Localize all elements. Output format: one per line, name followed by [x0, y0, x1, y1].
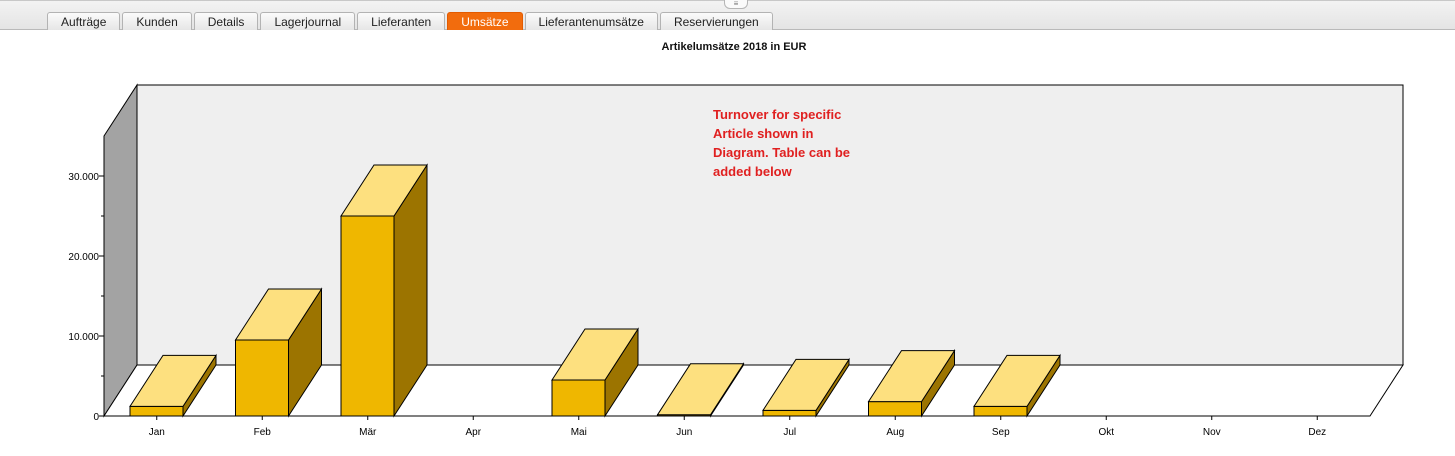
x-tick-label: Okt: [1098, 427, 1114, 438]
y-tick-label: 20.000: [68, 252, 99, 263]
tab-list: Aufträge Kunden Details Lagerjournal Liefera…: [47, 12, 775, 31]
revenue-chart: Artikelumsätze 2018 in EUR 0 10.000 20.000…: [68, 41, 1404, 438]
bar-sep: [973, 353, 1061, 418]
x-tick-label: Feb: [254, 427, 272, 438]
drag-handle-icon[interactable]: ≡: [724, 0, 748, 9]
tab-umsätze[interactable]: Umsätze: [447, 12, 523, 30]
bar-top: [762, 358, 850, 411]
y-axis: 0 10.000 20.000 30.000: [68, 136, 105, 423]
tab-details[interactable]: Details: [193, 12, 259, 30]
x-tick-label: Jul: [783, 427, 796, 438]
bar-aug: [867, 348, 956, 418]
annotation-note: Turnover for specific Article shown in Dia…: [713, 107, 850, 179]
bar-front: [973, 405, 1028, 417]
bar-front: [868, 401, 922, 417]
tab-lieferantenumsätze[interactable]: Lieferantenumsätze: [524, 12, 658, 30]
bar-front: [340, 215, 395, 417]
bar-top: [551, 328, 639, 381]
x-tick-label: Apr: [465, 427, 481, 438]
x-tick-label: Jan: [149, 427, 165, 438]
tab-reservierungen[interactable]: Reservierungen: [659, 12, 773, 30]
bar-jun: [656, 362, 745, 418]
tab-aufträge[interactable]: Aufträge: [47, 12, 121, 30]
x-axis: Jan Feb Mär Apr Mai Jun Jul Aug Sep Okt Nov Dez: [149, 416, 1326, 438]
bar-top: [973, 354, 1061, 407]
bar-jan: [129, 353, 217, 418]
x-tick-label: Aug: [886, 427, 904, 438]
x-tick-label: Mai: [571, 427, 587, 438]
tab-lieferanten[interactable]: Lieferanten: [357, 12, 446, 30]
bar-feb: [234, 287, 323, 418]
bar-top: [234, 288, 323, 341]
bar-mai: [551, 327, 639, 418]
x-tick-label: Jun: [676, 427, 692, 438]
x-tick-label: Nov: [1203, 427, 1221, 438]
bars: [129, 163, 1061, 418]
tab-bar: ≡ Aufträge Kunden Details Lagerjournal Liefe…: [0, 0, 1455, 30]
bar-front: [762, 409, 817, 417]
tab-lagerjournal[interactable]: Lagerjournal: [260, 12, 356, 30]
y-tick-label: 0: [93, 412, 99, 423]
bar-front: [129, 405, 184, 417]
bar-top: [340, 164, 428, 217]
y-tick-label: 10.000: [68, 332, 99, 343]
chart-title: Artikelumsätze 2018 in EUR: [662, 41, 807, 53]
tab-kunden[interactable]: Kunden: [122, 12, 192, 30]
bar-top: [129, 354, 217, 407]
bar-mär: [340, 163, 428, 418]
chart-left-wall: [103, 83, 138, 418]
bar-front: [551, 379, 606, 417]
x-tick-label: Dez: [1308, 427, 1326, 438]
bar-top: [656, 363, 745, 416]
bar-front: [235, 339, 289, 417]
x-tick-label: Sep: [992, 427, 1010, 438]
bar-jul: [762, 357, 850, 418]
chart-floor: [103, 364, 1404, 417]
bar-top: [867, 350, 956, 403]
y-tick-label: 30.000: [68, 172, 99, 183]
x-tick-label: Mär: [359, 427, 377, 438]
